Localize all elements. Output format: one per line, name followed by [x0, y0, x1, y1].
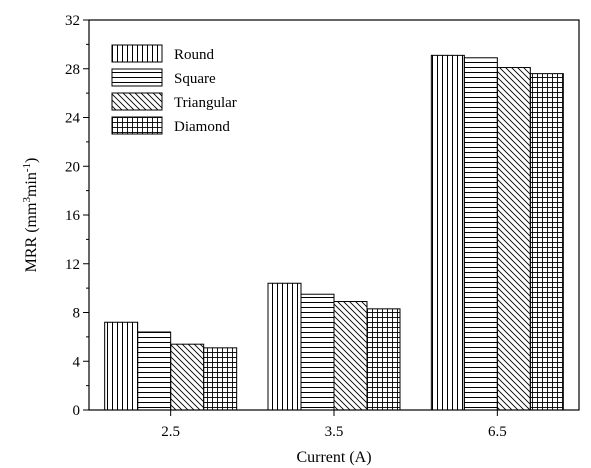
y-axis-title-end: ) — [23, 158, 40, 163]
bar-triangular-6.5 — [496, 67, 531, 411]
y-tick-label: 0 — [73, 403, 81, 419]
y-tick-label: 16 — [65, 208, 81, 224]
bar-diamond-2.5 — [203, 347, 238, 411]
bar-triangular-3.5 — [333, 301, 368, 411]
y-tick-label: 8 — [73, 306, 81, 322]
bar-square-3.5 — [300, 293, 335, 411]
bar-diamond-3.5 — [366, 308, 401, 411]
x-tick-label: 3.5 — [325, 424, 344, 440]
bar-round-2.5 — [104, 321, 139, 411]
legend-swatch-round — [111, 44, 163, 63]
legend-label-diamond: Diamond — [174, 119, 230, 135]
bars — [104, 54, 564, 411]
y-axis-title-sup1: 3 — [21, 197, 33, 203]
bar-square-6.5 — [463, 57, 498, 411]
y-axis-title-main: MRR (mm — [23, 202, 40, 272]
legend-label-triangular: Triangular — [174, 95, 237, 111]
x-axis-title: Current (A) — [296, 449, 371, 466]
y-tick-label: 28 — [65, 62, 80, 78]
y-axis-title: MRR (mm3min-1) — [21, 158, 40, 273]
legend: Round Square Triangular Diamond — [111, 44, 237, 135]
y-tick-label: 12 — [65, 257, 80, 273]
legend-swatch-triangular — [111, 92, 163, 111]
bar-square-2.5 — [137, 331, 172, 411]
y-axis-title-mid: min — [23, 172, 40, 197]
bar-diamond-6.5 — [529, 73, 564, 411]
legend-label-square: Square — [174, 71, 216, 87]
bar-round-3.5 — [267, 282, 302, 411]
bar-triangular-2.5 — [170, 343, 205, 411]
legend-swatch-square — [111, 68, 163, 87]
y-tick-label: 32 — [65, 13, 80, 29]
y-axis-title-sup2: -1 — [21, 163, 33, 172]
bar-round-6.5 — [430, 54, 465, 411]
y-tick-label: 4 — [73, 354, 81, 370]
y-tick-label: 24 — [65, 111, 81, 127]
y-tick-label: 20 — [65, 159, 80, 175]
x-tick-label: 2.5 — [161, 424, 180, 440]
y-axis: 0 4 8 12 16 20 24 28 32 — [65, 13, 89, 419]
x-axis: 2.5 3.5 6.5 — [161, 410, 507, 440]
legend-label-round: Round — [174, 47, 215, 63]
legend-swatch-diamond — [111, 116, 163, 135]
x-tick-label: 6.5 — [488, 424, 507, 440]
